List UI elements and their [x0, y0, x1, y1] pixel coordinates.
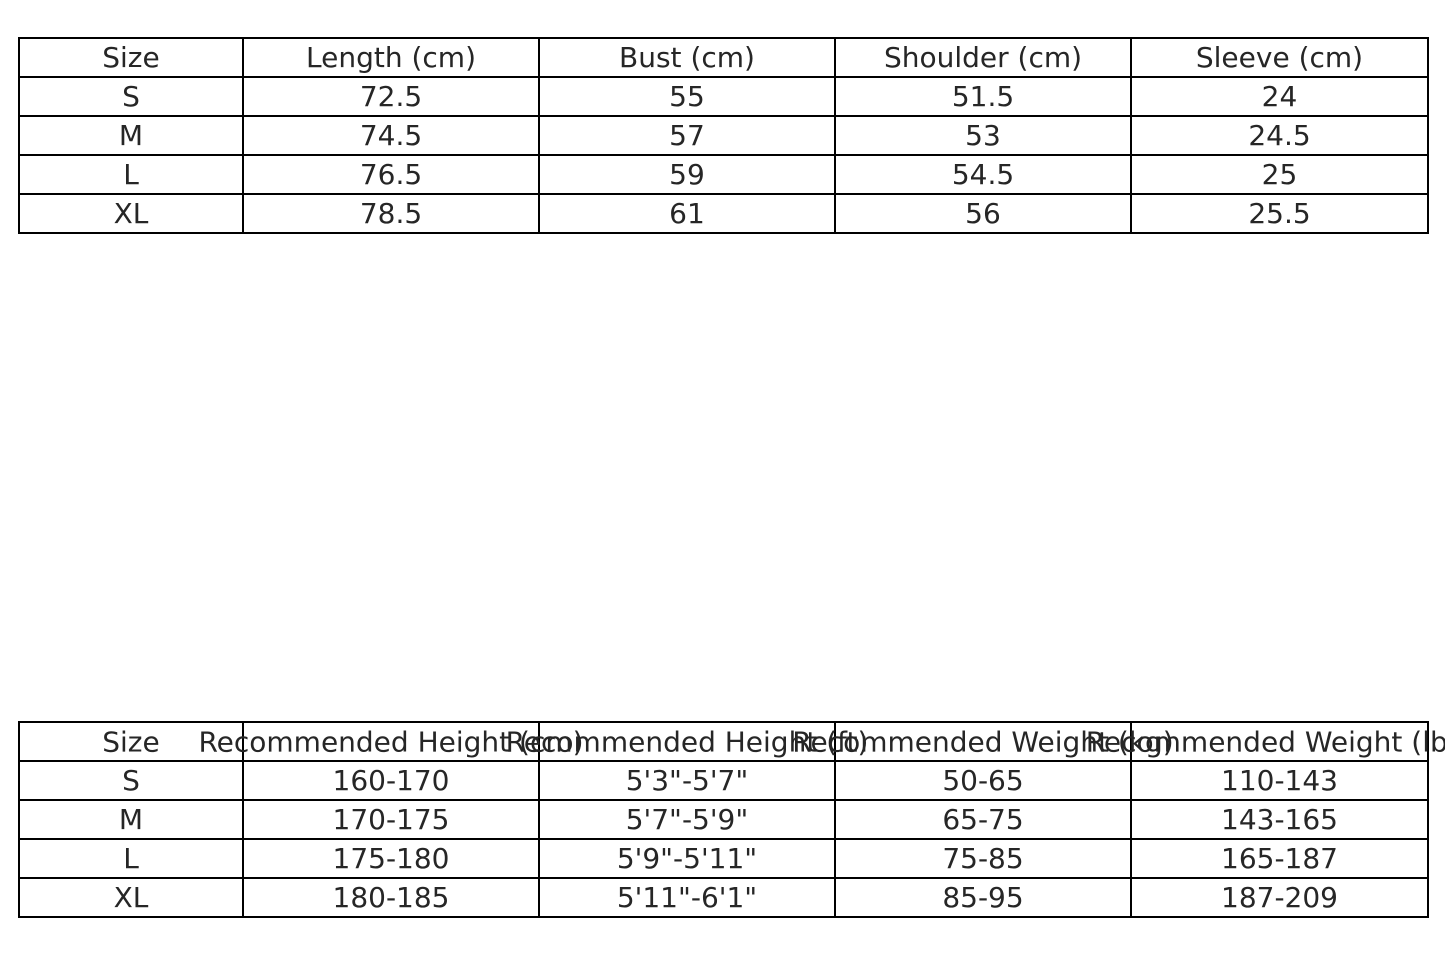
table-cell: 57: [538, 115, 836, 156]
table-row-l: L 76.5 59 54.5 25: [18, 154, 1429, 195]
table-cell: 175-180: [242, 838, 540, 879]
table-row-m: M 74.5 57 53 24.5: [18, 115, 1429, 156]
table-cell: 24: [1130, 76, 1429, 117]
table-cell: 56: [834, 193, 1132, 234]
table-cell: 5'7"-5'9": [538, 799, 836, 840]
height-weight-recommendations-table: Size Recommended Height (cm) Recommended…: [18, 721, 1445, 918]
table-cell: 78.5: [242, 193, 540, 234]
table-cell: 50-65: [834, 760, 1132, 801]
table-cell: 51.5: [834, 76, 1132, 117]
table-cell: 85-95: [834, 877, 1132, 918]
garment-measurements-table: Size Length (cm) Bust (cm) Shoulder (cm)…: [18, 37, 1429, 234]
header-cell-height-cm: Recommended Height (cm): [198, 721, 584, 762]
table-cell: 187-209: [1130, 877, 1429, 918]
header-label: Recommended Weight (lbs): [1085, 725, 1445, 758]
table-cell: 5'9"-5'11": [538, 838, 836, 879]
header-cell-bust: Bust (cm): [538, 37, 836, 78]
header-cell-sleeve: Sleeve (cm): [1130, 37, 1429, 78]
measurements-header-row: Size Length (cm) Bust (cm) Shoulder (cm)…: [18, 37, 1429, 78]
header-cell-weight-lbs: Recommended Weight (lbs): [1086, 721, 1445, 762]
header-label: Recommended Height (cm): [198, 725, 584, 758]
recommendations-header-row: Size Recommended Height (cm) Recommended…: [18, 721, 1445, 762]
header-cell-size: Size: [18, 37, 244, 78]
table-row-xl: XL 180-185 5'11"-6'1" 85-95 187-209: [18, 877, 1429, 918]
table-row-s: S 160-170 5'3"-5'7" 50-65 110-143: [18, 760, 1429, 801]
table-cell: 25.5: [1130, 193, 1429, 234]
table-cell: 54.5: [834, 154, 1132, 195]
header-label: Recommended Weight (kg): [792, 725, 1174, 758]
table-cell: XL: [18, 193, 244, 234]
table-cell: 75-85: [834, 838, 1132, 879]
table-cell: 110-143: [1130, 760, 1429, 801]
table-cell: 59: [538, 154, 836, 195]
table-cell: 180-185: [242, 877, 540, 918]
table-cell: L: [18, 838, 244, 879]
table-cell: 24.5: [1130, 115, 1429, 156]
table-row-m: M 170-175 5'7"-5'9" 65-75 143-165: [18, 799, 1429, 840]
table-cell: 143-165: [1130, 799, 1429, 840]
table-row-s: S 72.5 55 51.5 24: [18, 76, 1429, 117]
table-cell: M: [18, 115, 244, 156]
header-cell-weight-kg: Recommended Weight (kg): [792, 721, 1174, 762]
table-cell: 61: [538, 193, 836, 234]
table-cell: XL: [18, 877, 244, 918]
table-cell: 65-75: [834, 799, 1132, 840]
header-cell-shoulder: Shoulder (cm): [834, 37, 1132, 78]
table-cell: 5'3"-5'7": [538, 760, 836, 801]
table-cell: 160-170: [242, 760, 540, 801]
table-cell: S: [18, 76, 244, 117]
table-cell: M: [18, 799, 244, 840]
table-cell: 5'11"-6'1": [538, 877, 836, 918]
header-cell-length: Length (cm): [242, 37, 540, 78]
table-cell: 55: [538, 76, 836, 117]
table-row-xl: XL 78.5 61 56 25.5: [18, 193, 1429, 234]
table-cell: L: [18, 154, 244, 195]
table-cell: 53: [834, 115, 1132, 156]
header-cell-size: Size: [18, 721, 244, 762]
table-cell: S: [18, 760, 244, 801]
table-cell: 76.5: [242, 154, 540, 195]
table-cell: 25: [1130, 154, 1429, 195]
header-label: Recommended Height (ft): [505, 725, 869, 758]
header-cell-height-ft: Recommended Height (ft): [506, 721, 868, 762]
header-label: Size: [102, 725, 160, 758]
table-cell: 165-187: [1130, 838, 1429, 879]
table-cell: 72.5: [242, 76, 540, 117]
table-row-l: L 175-180 5'9"-5'11" 75-85 165-187: [18, 838, 1429, 879]
table-cell: 170-175: [242, 799, 540, 840]
table-cell: 74.5: [242, 115, 540, 156]
